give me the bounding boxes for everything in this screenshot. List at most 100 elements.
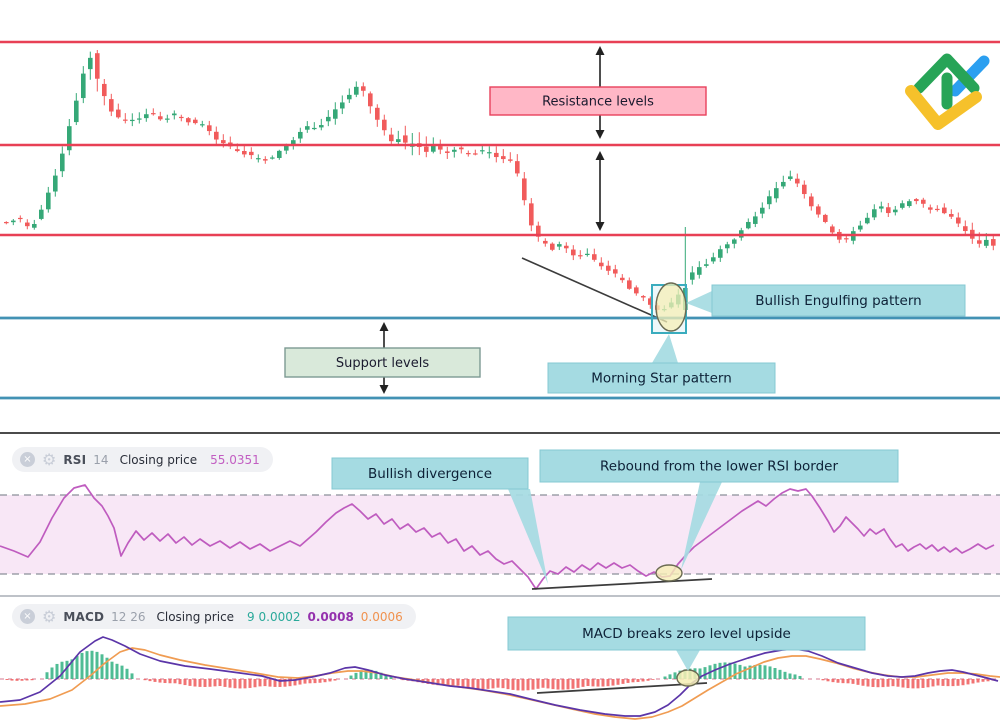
rsi-line: [0, 484, 995, 590]
macd-histogram-bar: [369, 669, 373, 679]
rsi-close-icon[interactable]: ×: [20, 452, 35, 467]
arrowhead-up: [379, 322, 389, 331]
candle-body: [984, 239, 989, 246]
candle-body: [473, 153, 478, 155]
candle-body: [718, 249, 723, 258]
macd-histogram-bar: [238, 679, 242, 689]
macd-zero-break-box: [507, 616, 866, 651]
candle-body: [886, 207, 891, 214]
candle-body: [907, 201, 912, 207]
bullish-divergence-pointer: [508, 489, 548, 584]
candle-body: [67, 126, 72, 151]
macd-histogram-bar: [389, 676, 393, 679]
candle-body: [319, 125, 324, 128]
macd-histogram-bar: [496, 679, 500, 688]
macd-histogram-bar: [143, 679, 147, 681]
candle-body: [305, 126, 310, 130]
macd-histogram-bar: [258, 679, 262, 687]
macd-histogram-bar: [178, 679, 182, 685]
macd-histogram-bar: [105, 657, 109, 679]
macd-value-main: 0.0008: [307, 609, 354, 624]
support-label-box: [284, 347, 481, 378]
macd-histogram-bar: [641, 679, 645, 682]
candle-body: [158, 116, 163, 120]
macd-histogram-bar: [906, 679, 910, 689]
candle-body: [249, 151, 254, 156]
macd-histogram-bar: [153, 679, 157, 682]
candle-body: [956, 217, 961, 224]
macd-histogram-bar: [183, 679, 187, 686]
macd-histogram-bar: [566, 679, 570, 690]
macd-histogram-bar: [243, 679, 247, 689]
macd-histogram-bar: [263, 679, 267, 687]
macd-histogram-bar: [401, 679, 405, 681]
macd-source: Closing price: [156, 609, 235, 624]
arrowhead-down: [595, 130, 605, 139]
macd-histogram-bar: [223, 679, 227, 687]
candle-body: [151, 113, 156, 115]
macd-histogram-bar: [896, 679, 900, 687]
macd-histogram-bar: [10, 679, 14, 681]
macd-histogram-bar: [303, 679, 307, 684]
macd-histogram-bar: [198, 679, 202, 687]
macd-histogram-bar: [486, 679, 490, 689]
candle-body: [914, 199, 919, 202]
candle-body: [627, 280, 632, 289]
candle-body: [25, 222, 30, 227]
candle-body: [585, 253, 590, 256]
morning-star-label: Morning Star pattern: [591, 371, 732, 387]
candle-body: [949, 214, 954, 217]
macd-histogram-bar: [966, 679, 970, 685]
candle-body: [900, 203, 905, 208]
macd-histogram-bar: [173, 679, 177, 684]
liteforex-logo-icon: [905, 53, 990, 130]
macd-histogram-bar: [70, 659, 74, 679]
macd-histogram-bar: [586, 679, 590, 687]
macd-histogram-bar: [536, 679, 540, 689]
macd-histogram-bar: [283, 679, 287, 687]
rsi-rebound-ellipse: [655, 564, 683, 582]
candle-body: [214, 131, 219, 140]
candle-body: [340, 102, 345, 109]
macd-histogram-bar: [778, 669, 782, 679]
macd-histogram-bar: [65, 660, 69, 679]
macd-close-icon[interactable]: ×: [20, 609, 35, 624]
resistance-label-text: Resistance levels: [542, 95, 654, 110]
macd-histogram-bar: [333, 679, 337, 681]
macd-settings-icon[interactable]: ⚙: [42, 606, 57, 626]
macd-histogram-bar: [148, 679, 152, 682]
candle-body: [641, 296, 646, 298]
candle-body: [977, 240, 982, 244]
macd-histogram-bar: [526, 679, 530, 691]
candle-body: [347, 94, 352, 100]
macd-histogram-bar: [821, 679, 825, 681]
macd-histogram-bar: [556, 679, 560, 690]
macd-histogram-bar: [318, 679, 322, 683]
macd-histogram-bar: [703, 667, 707, 679]
candle-body: [235, 149, 240, 152]
candle-body: [298, 131, 303, 139]
macd-histogram-bar: [203, 679, 207, 687]
macd-histogram-bar: [713, 663, 717, 679]
macd-histogram-bar: [773, 667, 777, 679]
macd-histogram-bar: [511, 679, 515, 690]
macd-histogram-bar: [561, 679, 565, 690]
candle-body: [438, 146, 443, 150]
macd-histogram-bar: [976, 679, 980, 683]
rsi-settings-icon[interactable]: ⚙: [42, 449, 57, 469]
macd-histogram-bar: [911, 679, 915, 689]
candle-body: [424, 146, 429, 152]
macd-histogram-bar: [218, 679, 222, 687]
candle-body: [277, 150, 282, 158]
rsi-period: 14: [93, 452, 109, 467]
macd-histogram-bar: [546, 679, 550, 689]
macd-histogram-bar: [788, 673, 792, 679]
candle-body: [452, 149, 457, 152]
macd-histogram-bar: [25, 679, 29, 681]
macd-histogram-bar: [273, 679, 277, 687]
candle-body: [109, 99, 114, 112]
candle-body: [53, 175, 58, 192]
candle-body: [816, 206, 821, 215]
